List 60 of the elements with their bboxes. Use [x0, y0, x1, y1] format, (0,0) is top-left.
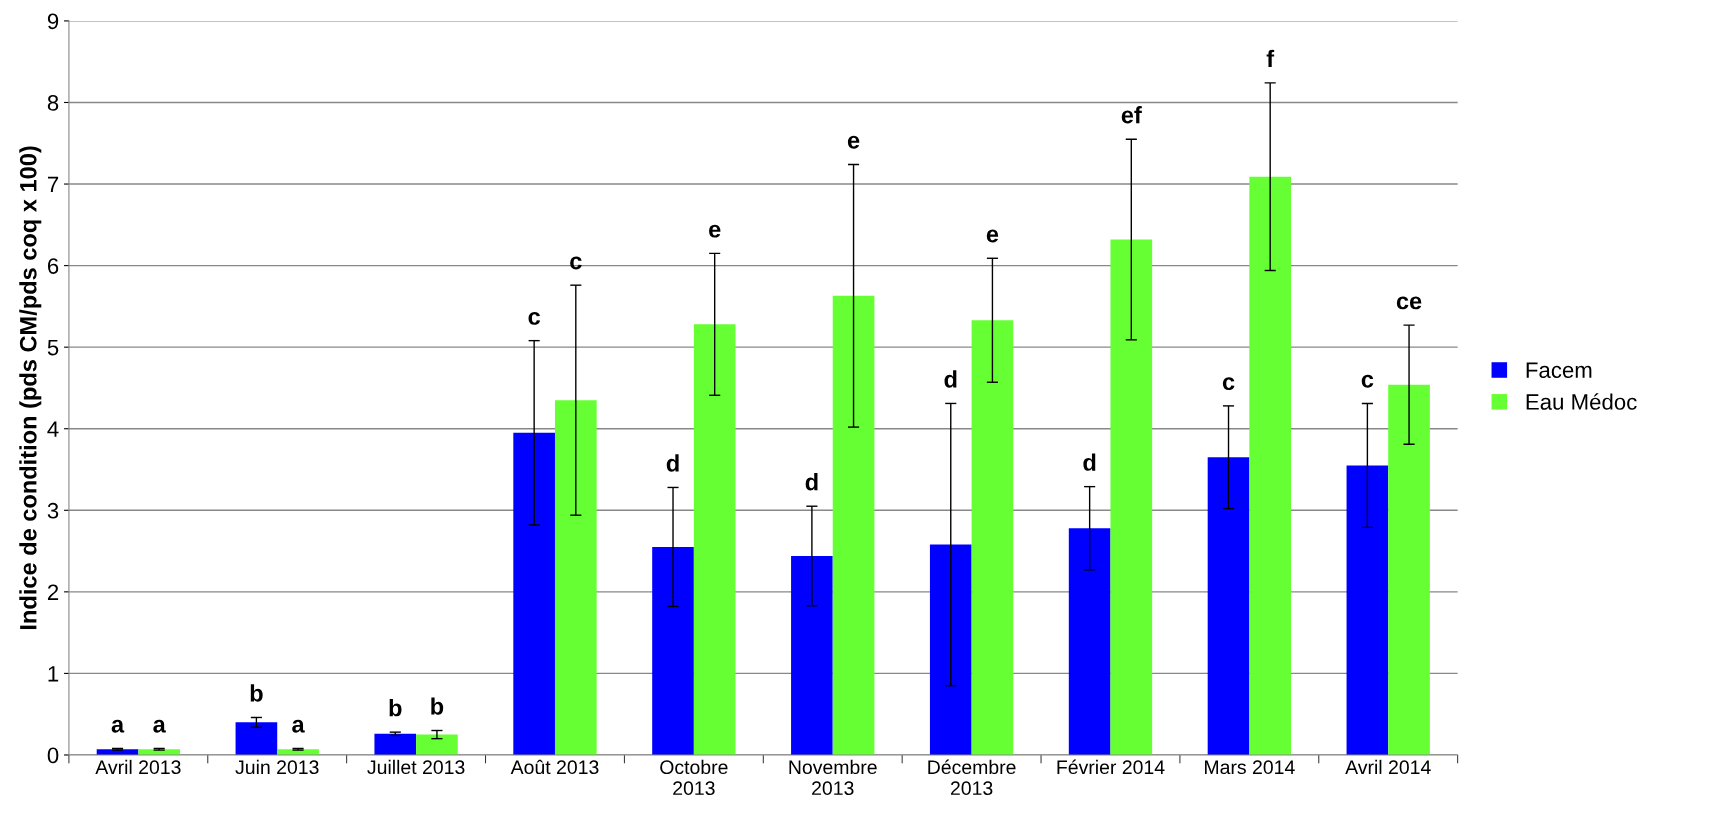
- y-tick-label: 5: [47, 339, 59, 356]
- bar: [416, 734, 458, 755]
- x-tick-label: Avril 2013: [95, 759, 181, 775]
- y-tick-label: 3: [47, 502, 59, 519]
- legend-label: Eau Médoc: [1526, 393, 1637, 410]
- annotation: d: [666, 454, 679, 472]
- annotation: f: [1266, 49, 1275, 67]
- annotation: d: [944, 370, 957, 388]
- y-tick-label: 2: [47, 584, 59, 600]
- bar: [1207, 457, 1250, 755]
- y-tick-label: 0: [47, 747, 59, 764]
- bar: [693, 324, 736, 755]
- annotation: e: [709, 224, 721, 238]
- bar: [1249, 176, 1292, 755]
- x-tick-label: Décembre 2013: [928, 759, 1016, 796]
- bar: [1110, 239, 1153, 755]
- annotation: b: [431, 697, 444, 715]
- y-tick-label: 1: [48, 666, 59, 682]
- x-tick-label: Avril 2014: [1345, 759, 1431, 775]
- annotation: c: [528, 311, 541, 325]
- bar: [1068, 528, 1111, 755]
- y-tick-label: 7: [47, 176, 59, 193]
- bar: [832, 295, 875, 755]
- bar: [513, 432, 555, 755]
- annotation: d: [1083, 453, 1096, 471]
- x-tick-label: Août 2013: [510, 759, 599, 775]
- x-tick-label: Juillet 2013: [367, 759, 465, 775]
- annotation: c: [1361, 374, 1374, 388]
- bar: [374, 733, 417, 755]
- bar: [971, 320, 1014, 755]
- y-tick-label: 6: [47, 258, 59, 274]
- bar: [1346, 465, 1389, 755]
- y-tick-label: 4: [47, 421, 59, 437]
- x-tick-label: Mars 2014: [1205, 760, 1295, 775]
- bar: [652, 546, 694, 755]
- annotation: e: [847, 135, 860, 149]
- y-tick-label: 8: [47, 95, 59, 111]
- annotation: ef: [1121, 106, 1142, 124]
- annotation: c: [570, 256, 582, 270]
- bar: [235, 722, 278, 755]
- x-tick-label: Octobre 2013: [660, 759, 728, 796]
- annotation: a: [111, 719, 125, 733]
- x-tick-label: Février 2014: [1057, 759, 1165, 775]
- x-tick-label: Juin 2013: [235, 759, 319, 775]
- y-tick-label: 9: [47, 13, 59, 30]
- annotation: a: [153, 719, 166, 733]
- annotation: b: [389, 699, 402, 717]
- bar: [554, 400, 597, 755]
- legend-label: Facem: [1526, 362, 1592, 378]
- bar: [929, 544, 972, 755]
- annotation: e: [986, 229, 999, 243]
- annotation: ce: [1396, 296, 1422, 310]
- bar: [1388, 384, 1430, 755]
- annotation: d: [805, 473, 818, 491]
- annotation: c: [1222, 377, 1235, 391]
- bar: [791, 555, 833, 755]
- y-axis-title: Indice de condition (pds CM/pds coq x 100): [19, 146, 42, 630]
- annotation: b: [250, 684, 263, 702]
- annotation: a: [292, 719, 305, 733]
- x-tick-label: Novembre 2013: [789, 759, 877, 796]
